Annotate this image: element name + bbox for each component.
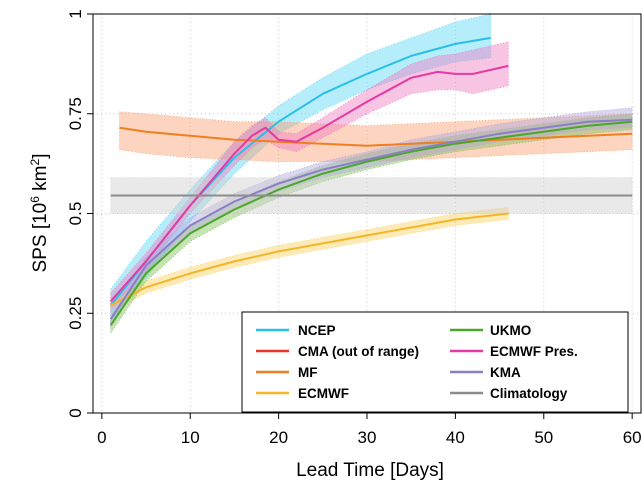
legend-box [241,311,629,413]
y-axis-title: SPS [106 km2] [28,154,51,273]
line-mf [119,126,633,147]
legend-label-ncep: NCEP [298,323,336,338]
legend-label-kma: KMA [490,365,521,380]
line-ecmwf [110,212,509,307]
line-kma [109,118,633,320]
y-tick-label: 0 [66,408,85,417]
band-mf [119,111,633,162]
x-tick-label: 60 [623,428,642,447]
x-tick-label: 20 [269,428,288,447]
y-tick-label: 0.25 [66,297,85,330]
legend-label-ecmwf-pres: ECMWF Pres. [490,344,578,359]
y-axis-title-mid: km [30,165,51,196]
x-axis-title: Lead Time [Days] [296,460,444,481]
legend-label-climatology: Climatology [490,386,568,401]
y-tick-label: 0.5 [66,202,85,226]
legend: NCEP CMA (out of range) MF ECMWF UKMO ECMWF P… [241,311,629,413]
line-ecmwf-pres [109,64,509,302]
x-tick-label: 30 [358,428,377,447]
band-ecmwf-pres [110,41,509,311]
x-tick-label: 40 [446,428,465,447]
y-axis-title-main: SPS [10 [30,203,51,273]
series-lines [109,36,633,326]
x-tick-label: 10 [181,428,200,447]
legend-label-cma-out-of-range: CMA (out of range) [298,344,419,359]
legend-label-mf: MF [298,365,318,380]
x-tick-label: 0 [97,428,106,447]
legend-label-ukmo: UKMO [490,323,531,338]
y-axis-title-sup2: 2 [28,158,42,165]
line-ukmo [109,120,633,326]
x-tick-label: 50 [534,428,553,447]
band-ecmwf [110,207,509,312]
y-axis-title-end: ] [30,154,51,159]
band-kma [110,107,633,329]
y-tick-label: 0.75 [66,97,85,130]
y-tick-label: 1 [66,9,85,18]
legend-label-ecmwf: ECMWF [298,386,349,401]
y-axis-title-sup1: 6 [28,196,42,203]
axes: 0 10 20 30 40 50 60 0 0.25 0.5 0.75 1 [66,9,642,447]
